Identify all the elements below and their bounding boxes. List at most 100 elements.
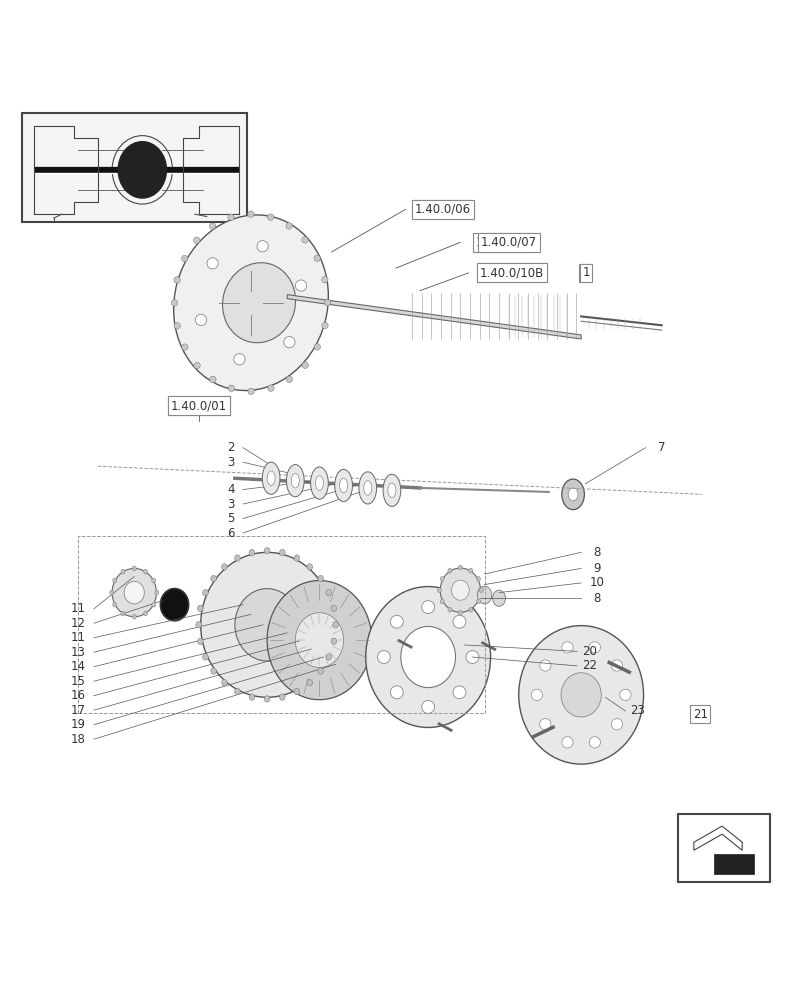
Text: 1.40.0/01: 1.40.0/01 bbox=[170, 399, 227, 412]
Ellipse shape bbox=[331, 605, 337, 612]
Circle shape bbox=[531, 689, 542, 701]
Circle shape bbox=[453, 686, 466, 699]
Circle shape bbox=[257, 241, 268, 252]
Ellipse shape bbox=[133, 614, 137, 619]
Ellipse shape bbox=[112, 578, 116, 583]
Ellipse shape bbox=[121, 611, 125, 616]
Ellipse shape bbox=[211, 668, 217, 674]
Circle shape bbox=[589, 642, 600, 653]
Text: 17: 17 bbox=[70, 704, 86, 717]
Ellipse shape bbox=[264, 548, 270, 554]
Ellipse shape bbox=[234, 688, 240, 695]
Ellipse shape bbox=[249, 694, 255, 700]
Ellipse shape bbox=[318, 575, 323, 582]
Ellipse shape bbox=[249, 549, 255, 556]
Ellipse shape bbox=[209, 223, 216, 229]
Ellipse shape bbox=[440, 599, 444, 604]
Ellipse shape bbox=[478, 586, 492, 604]
Text: 22: 22 bbox=[582, 659, 596, 672]
Polygon shape bbox=[714, 854, 755, 874]
Ellipse shape bbox=[458, 610, 462, 615]
FancyBboxPatch shape bbox=[22, 113, 247, 222]
Polygon shape bbox=[694, 826, 743, 850]
Ellipse shape bbox=[209, 376, 216, 383]
Ellipse shape bbox=[335, 469, 352, 502]
Circle shape bbox=[390, 615, 403, 628]
Ellipse shape bbox=[458, 565, 462, 570]
Text: 21: 21 bbox=[692, 708, 708, 721]
Ellipse shape bbox=[295, 613, 343, 667]
Circle shape bbox=[562, 642, 573, 653]
Circle shape bbox=[540, 660, 551, 671]
Ellipse shape bbox=[267, 471, 276, 486]
Ellipse shape bbox=[267, 214, 274, 220]
Ellipse shape bbox=[561, 673, 601, 717]
Ellipse shape bbox=[228, 214, 234, 220]
Ellipse shape bbox=[235, 589, 299, 661]
Ellipse shape bbox=[383, 474, 401, 506]
Text: 12: 12 bbox=[70, 617, 86, 630]
Text: 10: 10 bbox=[590, 576, 604, 589]
Text: 2: 2 bbox=[227, 441, 234, 454]
Ellipse shape bbox=[333, 622, 339, 628]
Ellipse shape bbox=[287, 465, 304, 497]
Text: 3: 3 bbox=[227, 498, 234, 511]
Text: 11: 11 bbox=[70, 602, 86, 615]
Circle shape bbox=[377, 651, 390, 663]
Ellipse shape bbox=[211, 575, 217, 582]
Polygon shape bbox=[287, 295, 581, 339]
Text: 8: 8 bbox=[594, 546, 601, 559]
Ellipse shape bbox=[112, 568, 157, 617]
Text: 1: 1 bbox=[582, 266, 589, 279]
Circle shape bbox=[620, 689, 631, 701]
Ellipse shape bbox=[221, 564, 227, 570]
Ellipse shape bbox=[174, 215, 328, 391]
Ellipse shape bbox=[124, 581, 145, 604]
Ellipse shape bbox=[314, 344, 321, 350]
Ellipse shape bbox=[477, 576, 481, 581]
Text: 15: 15 bbox=[70, 675, 86, 688]
Text: 18: 18 bbox=[70, 733, 86, 746]
Ellipse shape bbox=[174, 323, 180, 329]
Ellipse shape bbox=[286, 223, 292, 229]
Circle shape bbox=[422, 701, 435, 713]
Circle shape bbox=[390, 686, 403, 699]
Ellipse shape bbox=[194, 362, 200, 369]
Ellipse shape bbox=[294, 688, 300, 695]
Text: 1.40.0/01: 1.40.0/01 bbox=[170, 399, 227, 412]
Ellipse shape bbox=[267, 385, 274, 391]
Circle shape bbox=[466, 651, 479, 663]
Ellipse shape bbox=[322, 322, 328, 329]
Circle shape bbox=[196, 314, 207, 325]
Text: 9: 9 bbox=[594, 562, 601, 575]
Text: 8: 8 bbox=[594, 592, 601, 605]
Ellipse shape bbox=[294, 555, 300, 561]
Ellipse shape bbox=[222, 263, 296, 343]
Ellipse shape bbox=[310, 467, 328, 499]
Circle shape bbox=[422, 601, 435, 614]
Text: 4: 4 bbox=[227, 483, 234, 496]
Ellipse shape bbox=[155, 590, 159, 595]
Ellipse shape bbox=[562, 479, 584, 510]
Ellipse shape bbox=[110, 590, 114, 595]
Ellipse shape bbox=[440, 568, 481, 612]
Ellipse shape bbox=[263, 462, 280, 494]
Text: 1.40.0/10B: 1.40.0/10B bbox=[480, 266, 544, 279]
Text: 1: 1 bbox=[583, 266, 590, 279]
Ellipse shape bbox=[364, 481, 372, 495]
Ellipse shape bbox=[152, 578, 156, 583]
Ellipse shape bbox=[301, 237, 308, 243]
Circle shape bbox=[540, 719, 551, 730]
Ellipse shape bbox=[221, 680, 227, 686]
Ellipse shape bbox=[331, 638, 337, 645]
Ellipse shape bbox=[198, 605, 203, 612]
Ellipse shape bbox=[203, 654, 208, 660]
Circle shape bbox=[453, 615, 466, 628]
Ellipse shape bbox=[171, 300, 178, 306]
Ellipse shape bbox=[203, 589, 208, 596]
Ellipse shape bbox=[194, 237, 200, 243]
Ellipse shape bbox=[359, 472, 377, 504]
Text: 1.40.0/07: 1.40.0/07 bbox=[476, 236, 532, 249]
Ellipse shape bbox=[118, 142, 166, 198]
Text: 11: 11 bbox=[70, 631, 86, 644]
